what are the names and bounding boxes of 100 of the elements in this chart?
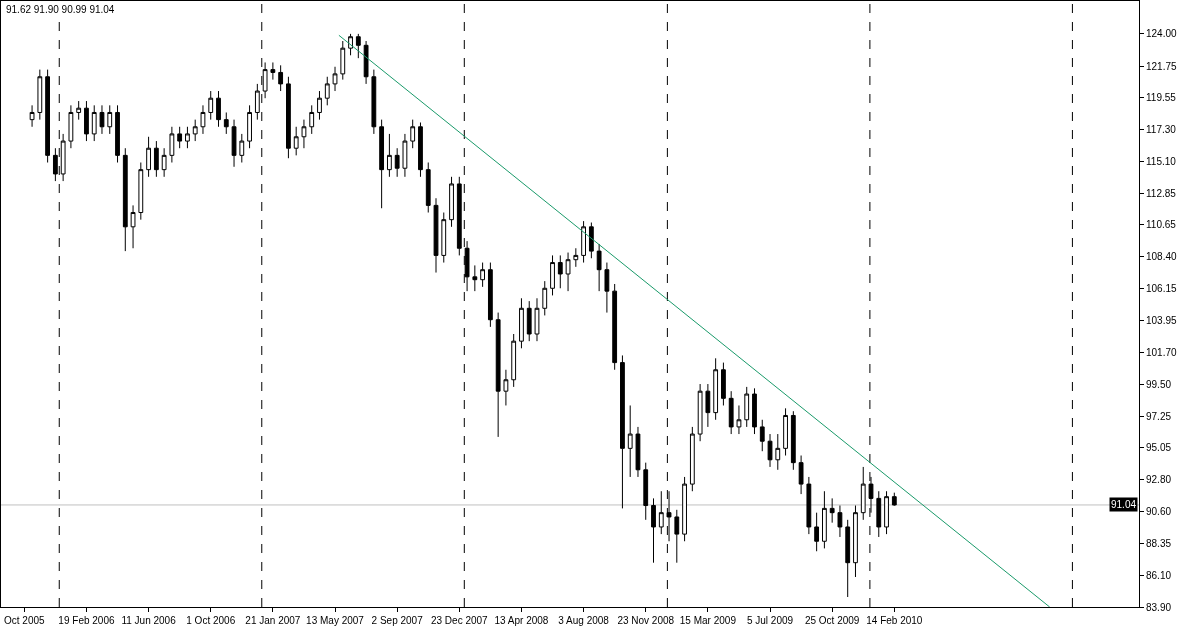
candlestick [146, 136, 151, 178]
candlestick [301, 119, 307, 149]
y-tick-label: 92.80 [1146, 474, 1172, 486]
candlestick [107, 104, 113, 135]
x-tick-label: 11 Jun 2006 [121, 615, 177, 626]
candlestick [581, 220, 586, 264]
y-tick-label: 97.25 [1146, 410, 1172, 422]
candlestick [293, 126, 299, 156]
candlestick [161, 147, 167, 178]
candlestick [876, 490, 882, 538]
candlestick [153, 140, 159, 178]
candlestick [620, 354, 625, 509]
x-tick-label: 3 Aug 2008 [558, 615, 610, 626]
y-tick-label: 103.95 [1146, 314, 1178, 326]
y-tick-label: 83.90 [1146, 601, 1172, 613]
candlestick [76, 100, 82, 121]
candlestick [122, 147, 128, 252]
x-tick-label: 1 Oct 2006 [186, 615, 236, 626]
candlestick [309, 104, 315, 135]
candlestick [713, 357, 719, 421]
candlestick [526, 300, 532, 342]
candlestick [775, 433, 781, 471]
candlestick [860, 466, 866, 521]
candlestick [814, 512, 820, 552]
candlestick [837, 505, 843, 538]
annotation: 91.62 91.90 90.99 91.04 [6, 4, 115, 15]
candlestick [449, 176, 454, 228]
ref-line-label: 91.04 [1111, 499, 1137, 510]
candlestick [355, 33, 361, 59]
candlestick [790, 410, 796, 471]
candlestick [550, 254, 555, 296]
candlestick [91, 104, 97, 142]
candlestick [534, 297, 540, 342]
y-tick-label: 106.15 [1146, 283, 1178, 295]
candlestick [29, 104, 35, 128]
candlestick [627, 404, 633, 478]
candlestick [891, 492, 897, 507]
x-tick-label: Oct 2005 [4, 615, 46, 626]
candlestick [185, 126, 190, 149]
candlestick [612, 283, 618, 371]
candlestick [441, 212, 447, 264]
y-tick-label: 117.30 [1146, 124, 1177, 136]
y-tick-label: 101.70 [1146, 347, 1178, 359]
x-tick-label: 23 Dec 2007 [430, 615, 489, 626]
candlestick [511, 333, 517, 388]
x-tick-label: 13 Apr 2008 [494, 615, 549, 626]
candlestick [278, 64, 284, 92]
y-tick-label: 88.35 [1146, 537, 1172, 549]
candlestick [37, 69, 43, 121]
y-tick-label: 108.40 [1146, 251, 1178, 263]
candlestick [721, 362, 726, 406]
candlestick [231, 119, 237, 168]
candlestick [519, 297, 524, 349]
candlestick [177, 126, 183, 149]
candlestick [752, 387, 757, 435]
candlestick [783, 407, 788, 456]
candlestick [433, 197, 439, 274]
candlestick [169, 126, 175, 163]
candlestick [239, 133, 245, 163]
candlestick [379, 119, 385, 209]
y-tick-label: 119.55 [1146, 91, 1177, 103]
candlestick [363, 40, 369, 85]
candlestick [418, 121, 423, 178]
candlestick [682, 476, 687, 542]
candlestick [736, 404, 742, 435]
y-tick-label: 115.10 [1146, 155, 1177, 167]
candlestick [604, 262, 610, 314]
candlestick [565, 252, 571, 292]
candlestick [68, 104, 74, 149]
candlestick [456, 176, 462, 256]
candlestick [767, 433, 773, 468]
x-tick-label: 14 Feb 2010 [866, 615, 923, 626]
candlestick [557, 254, 563, 289]
candlestick [487, 262, 493, 328]
candlestick [674, 509, 680, 564]
candlestick [192, 119, 198, 142]
candlestick [402, 133, 408, 178]
x-tick-label: 15 Mar 2009 [679, 615, 737, 626]
x-tick-label: 25 Oct 2009 [804, 615, 860, 626]
candlestick [340, 40, 346, 81]
candlestick [386, 133, 392, 178]
y-tick-label: 112.85 [1146, 187, 1177, 199]
candlestick [495, 312, 501, 438]
candlestick [798, 455, 804, 495]
candlestick [689, 426, 695, 492]
x-tick-label: 2 Sep 2007 [371, 615, 424, 626]
candlestick [573, 247, 579, 268]
candlestick [705, 383, 711, 428]
candlestick [806, 476, 812, 535]
candlestick [884, 490, 889, 535]
candlestick [651, 497, 656, 564]
candlestick [588, 222, 594, 259]
candlestick [223, 111, 229, 135]
x-tick-label: 21 Jan 2007 [245, 615, 301, 626]
candlestick [84, 100, 89, 142]
candlestick [247, 104, 252, 149]
candlestick [829, 497, 835, 524]
candlestick [845, 519, 851, 598]
candlestick [286, 76, 291, 159]
y-tick-label: 90.60 [1146, 505, 1172, 517]
